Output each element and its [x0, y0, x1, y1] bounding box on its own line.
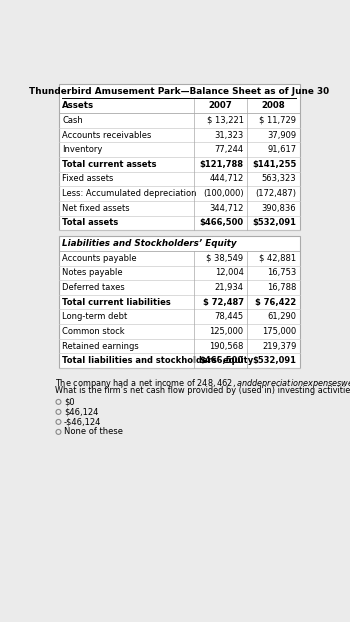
Text: $532,091: $532,091: [252, 356, 296, 365]
Text: 16,753: 16,753: [267, 269, 296, 277]
Text: $ 38,549: $ 38,549: [206, 254, 244, 262]
Text: $ 76,422: $ 76,422: [255, 298, 296, 307]
Text: Total current assets: Total current assets: [62, 160, 157, 169]
Text: $46,124: $46,124: [64, 407, 98, 416]
Text: Assets: Assets: [62, 101, 94, 110]
Text: $121,788: $121,788: [199, 160, 244, 169]
Text: 21,934: 21,934: [215, 283, 244, 292]
Text: (172,487): (172,487): [256, 189, 296, 198]
Text: 390,836: 390,836: [262, 204, 296, 213]
Text: 31,323: 31,323: [214, 131, 244, 139]
Text: Less: Accumulated depreciation: Less: Accumulated depreciation: [62, 189, 197, 198]
Text: 77,244: 77,244: [215, 145, 244, 154]
Text: $466,500: $466,500: [199, 356, 244, 365]
Text: $ 11,729: $ 11,729: [259, 116, 296, 125]
Text: 16,788: 16,788: [267, 283, 296, 292]
Text: $ 42,881: $ 42,881: [259, 254, 296, 262]
Bar: [59, 236, 300, 368]
Text: $ 13,221: $ 13,221: [206, 116, 244, 125]
Text: Total current liabilities: Total current liabilities: [62, 298, 171, 307]
Text: 2007: 2007: [208, 101, 232, 110]
Text: 563,323: 563,323: [262, 175, 296, 183]
Text: Long-term debt: Long-term debt: [62, 312, 128, 322]
Text: Accounts payable: Accounts payable: [62, 254, 137, 262]
Text: Liabilities and Stockholders’ Equity: Liabilities and Stockholders’ Equity: [62, 239, 237, 248]
Text: -$46,124: -$46,124: [64, 417, 101, 427]
Text: Cash: Cash: [62, 116, 83, 125]
Text: 190,568: 190,568: [209, 341, 244, 351]
Text: 125,000: 125,000: [209, 327, 244, 336]
Text: 444,712: 444,712: [209, 175, 244, 183]
Text: $532,091: $532,091: [252, 218, 296, 228]
Text: $0: $0: [64, 397, 75, 406]
Text: 78,445: 78,445: [215, 312, 244, 322]
Text: 37,909: 37,909: [267, 131, 296, 139]
Text: What is the firm’s net cash flow provided by (used in) investing activities?: What is the firm’s net cash flow provide…: [55, 386, 350, 395]
Text: 91,617: 91,617: [267, 145, 296, 154]
Text: Retained earnings: Retained earnings: [62, 341, 139, 351]
Text: $ 72,487: $ 72,487: [203, 298, 244, 307]
Bar: [59, 84, 300, 230]
Text: (100,000): (100,000): [203, 189, 244, 198]
Text: Net fixed assets: Net fixed assets: [62, 204, 130, 213]
Text: Total assets: Total assets: [62, 218, 119, 228]
Text: Fixed assets: Fixed assets: [62, 175, 114, 183]
Text: 2008: 2008: [261, 101, 285, 110]
Text: 12,004: 12,004: [215, 269, 244, 277]
Text: Common stock: Common stock: [62, 327, 125, 336]
Text: 61,290: 61,290: [267, 312, 296, 322]
Text: The company had a net income of $248,462, and depreciation expenses were equal t: The company had a net income of $248,462…: [55, 378, 350, 390]
Text: Deferred taxes: Deferred taxes: [62, 283, 125, 292]
Text: Thunderbird Amusement Park—Balance Sheet as of June 30: Thunderbird Amusement Park—Balance Sheet…: [29, 86, 329, 96]
Text: Inventory: Inventory: [62, 145, 103, 154]
Text: 219,379: 219,379: [262, 341, 296, 351]
Text: None of these: None of these: [64, 427, 123, 437]
Text: Total liabilities and stockholders’ equity: Total liabilities and stockholders’ equi…: [62, 356, 254, 365]
Text: 175,000: 175,000: [262, 327, 296, 336]
Text: Accounts receivables: Accounts receivables: [62, 131, 152, 139]
Text: 344,712: 344,712: [209, 204, 244, 213]
Text: $466,500: $466,500: [199, 218, 244, 228]
Text: $141,255: $141,255: [252, 160, 296, 169]
Text: Notes payable: Notes payable: [62, 269, 123, 277]
